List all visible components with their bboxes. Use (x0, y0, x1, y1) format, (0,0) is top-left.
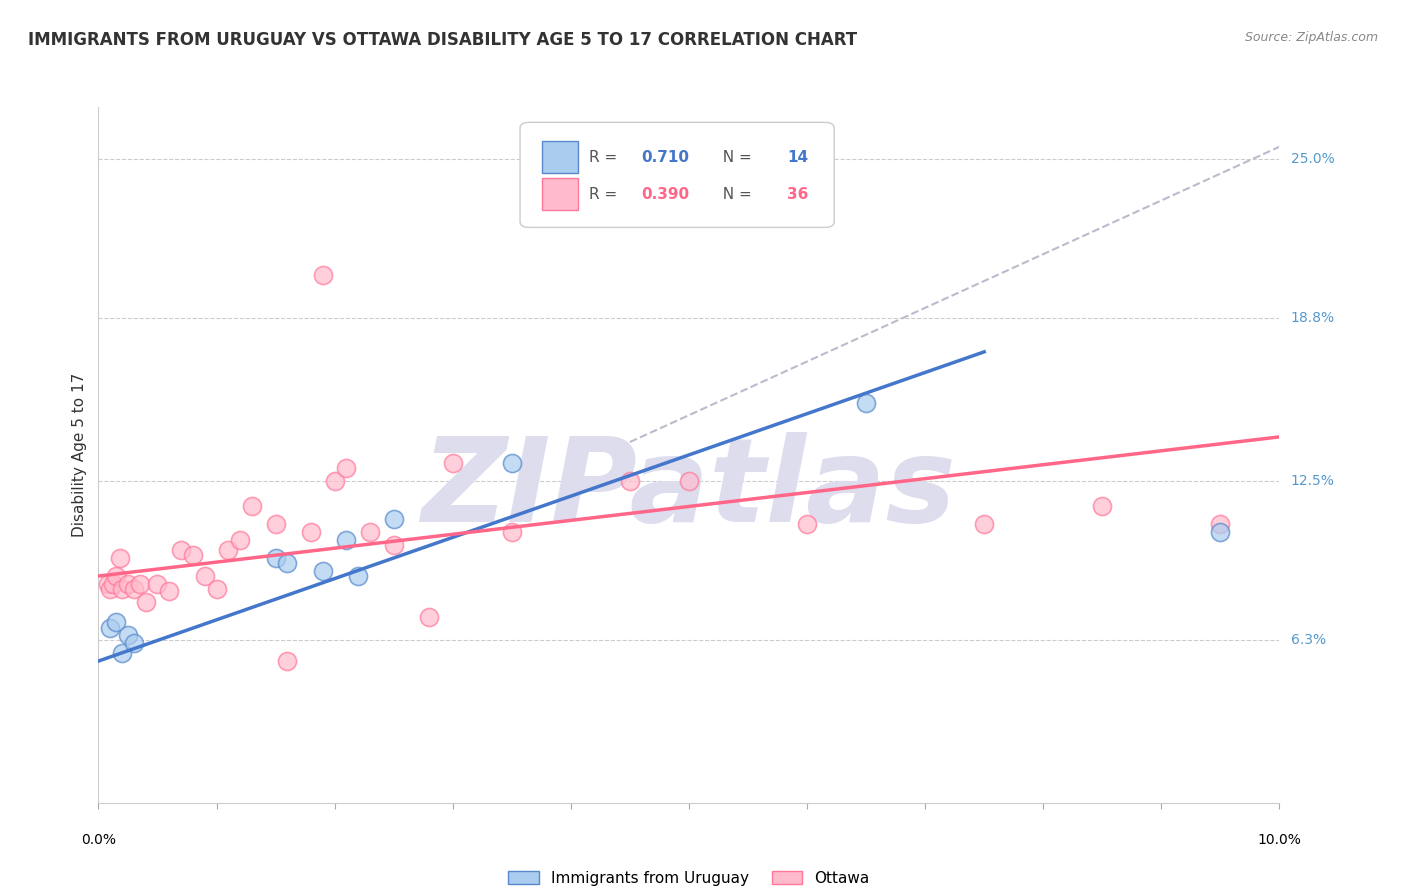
FancyBboxPatch shape (543, 178, 578, 211)
Text: Source: ZipAtlas.com: Source: ZipAtlas.com (1244, 31, 1378, 45)
Point (205, 582, 228, 596)
Point (135, 595, 157, 609)
Point (101, 576, 124, 591)
Point (973, 517, 995, 532)
Text: 25.0%: 25.0% (1291, 152, 1334, 166)
Text: R =: R = (589, 150, 621, 165)
Point (347, 569, 370, 583)
Point (108, 551, 131, 566)
Text: 10.0%: 10.0% (1257, 833, 1302, 847)
Text: N =: N = (713, 186, 756, 202)
Text: 12.5%: 12.5% (1291, 474, 1334, 488)
Legend: Immigrants from Uruguay, Ottawa: Immigrants from Uruguay, Ottawa (508, 871, 870, 886)
Point (323, 474, 346, 488)
Point (1209, 517, 1232, 532)
Point (105, 569, 128, 583)
Text: 14: 14 (787, 150, 808, 165)
Point (1209, 525, 1232, 540)
Point (111, 582, 134, 596)
Point (335, 533, 357, 547)
Point (217, 543, 239, 558)
Point (312, 564, 335, 578)
Text: N =: N = (713, 150, 756, 165)
Point (97, 576, 120, 591)
Text: ZIPatlas: ZIPatlas (422, 433, 956, 547)
Point (276, 556, 298, 570)
Text: 0.0%: 0.0% (82, 833, 115, 847)
Point (181, 549, 204, 563)
Point (146, 576, 169, 591)
Point (170, 543, 193, 558)
Point (276, 654, 298, 668)
Point (418, 610, 440, 624)
Point (335, 460, 357, 475)
Text: 0.390: 0.390 (641, 186, 690, 202)
Y-axis label: Disability Age 5 to 17: Disability Age 5 to 17 (72, 373, 87, 537)
Point (382, 512, 405, 526)
Point (299, 525, 322, 540)
Text: 0.710: 0.710 (641, 150, 690, 165)
Point (105, 615, 128, 630)
Point (1091, 500, 1114, 514)
Point (855, 396, 877, 410)
Point (264, 551, 287, 566)
Text: 18.8%: 18.8% (1291, 311, 1334, 326)
Text: R =: R = (589, 186, 621, 202)
Point (264, 517, 287, 532)
Point (501, 456, 523, 470)
Point (157, 584, 180, 599)
Point (98, 621, 121, 635)
Point (122, 582, 145, 596)
Point (111, 646, 134, 660)
Point (98, 582, 121, 596)
Point (117, 628, 139, 642)
Point (359, 525, 381, 540)
Text: IMMIGRANTS FROM URUGUAY VS OTTAWA DISABILITY AGE 5 TO 17 CORRELATION CHART: IMMIGRANTS FROM URUGUAY VS OTTAWA DISABI… (28, 31, 858, 49)
Text: 36: 36 (787, 186, 808, 202)
Point (194, 569, 217, 583)
Point (619, 474, 641, 488)
Point (240, 500, 263, 514)
Point (128, 576, 150, 591)
Point (117, 576, 139, 591)
FancyBboxPatch shape (520, 122, 834, 227)
Point (501, 525, 523, 540)
Point (229, 533, 252, 547)
Point (441, 456, 464, 470)
Text: 6.3%: 6.3% (1291, 633, 1326, 648)
Point (312, 268, 335, 282)
Point (678, 474, 700, 488)
Point (796, 517, 818, 532)
Point (122, 636, 145, 650)
FancyBboxPatch shape (543, 141, 578, 173)
Point (382, 538, 405, 552)
